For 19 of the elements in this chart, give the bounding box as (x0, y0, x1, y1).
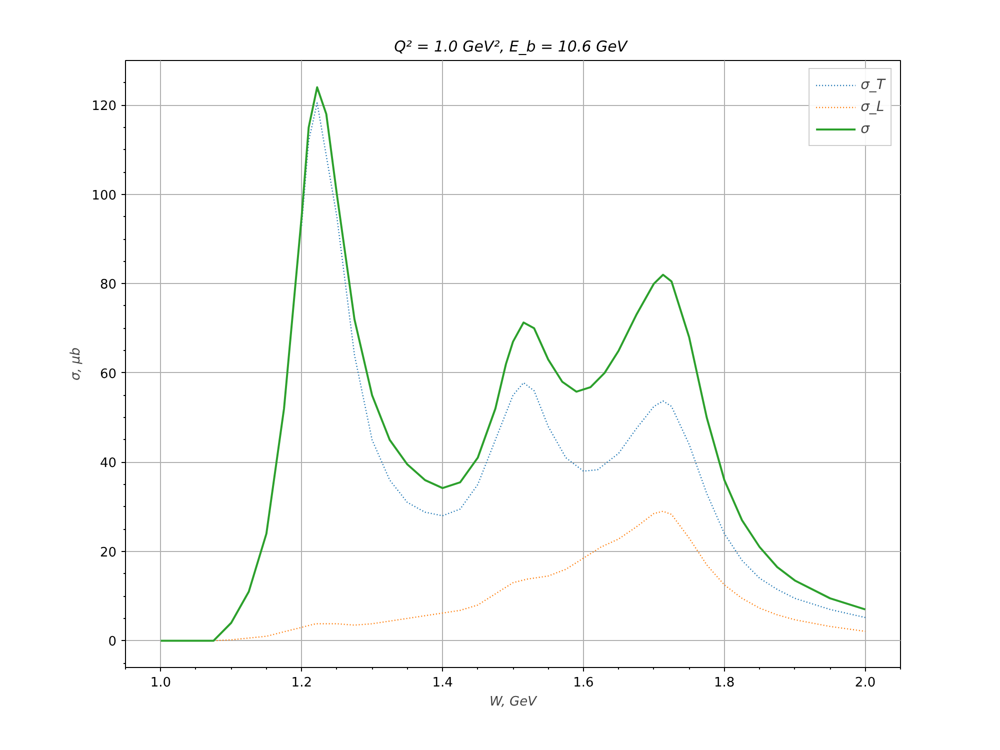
x-tick-label: 1.8 (714, 676, 735, 690)
y-tick-label: 20 (100, 545, 117, 560)
y-tick-label: 80 (100, 278, 117, 293)
y-tick-label: 60 (100, 366, 117, 382)
chart-title: Q² = 1.0 GeV², E_b = 10.6 GeV (394, 38, 629, 56)
x-tick-label: 1.6 (573, 676, 594, 690)
legend-label: σ_L (860, 99, 884, 115)
x-axis-title: W, GeV (489, 694, 538, 710)
y-tick-label: 120 (92, 99, 117, 114)
y-tick-label: 100 (92, 188, 117, 204)
x-tick-label: 1.2 (291, 676, 312, 690)
legend-label: σ (860, 121, 871, 137)
x-tick-label: 1.4 (432, 676, 453, 690)
x-tick-label: 2.0 (854, 676, 876, 690)
legend-label: σ_T (860, 77, 885, 93)
y-axis-title: σ, μb (68, 347, 84, 381)
y-tick-label: 40 (100, 456, 117, 472)
y-tick-label: 0 (108, 634, 117, 650)
x-tick-label: 1.0 (150, 676, 172, 690)
